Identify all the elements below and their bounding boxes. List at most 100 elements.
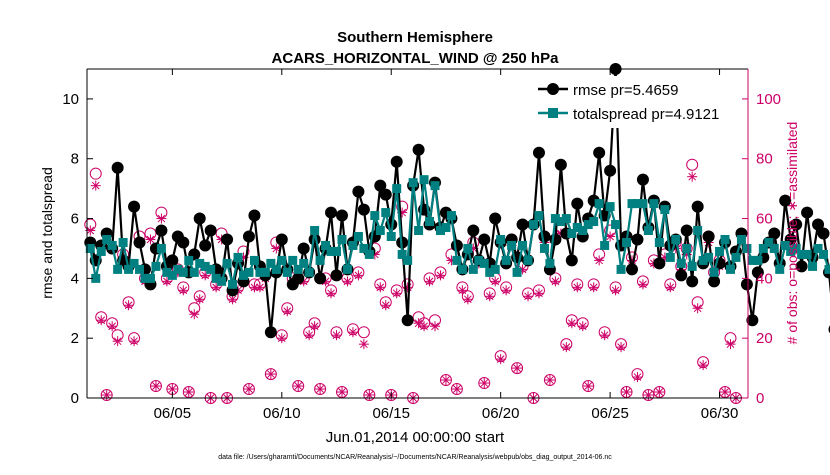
totalspread-marker	[381, 208, 390, 217]
rmse-marker	[380, 189, 392, 201]
assimilated-obs-marker	[567, 318, 577, 328]
totalspread-marker	[649, 199, 658, 208]
assimilated-obs-marker	[332, 330, 342, 340]
rmse-marker	[166, 254, 178, 266]
x-tick-label: 06/30	[701, 405, 739, 422]
rmse-marker	[692, 201, 704, 213]
assimilated-obs-marker	[720, 387, 730, 397]
totalspread-marker	[524, 256, 533, 265]
rmse-marker	[221, 233, 233, 245]
assimilated-obs-marker	[304, 330, 314, 340]
rmse-marker	[391, 156, 403, 168]
assimilated-obs-marker	[381, 300, 391, 310]
totalspread-marker	[737, 235, 746, 244]
totalspread-marker	[770, 244, 779, 253]
y-tick-label: 4	[71, 270, 79, 287]
totalspread-marker	[622, 238, 631, 247]
totalspread-marker	[710, 268, 719, 277]
assimilated-obs-marker	[392, 288, 402, 298]
assimilated-obs-marker	[353, 270, 363, 280]
totalspread-marker	[370, 211, 379, 220]
rmse-marker	[248, 210, 260, 222]
assimilated-obs-marker	[129, 336, 139, 346]
totalspread-marker	[666, 253, 675, 262]
assimilated-obs-marker	[244, 384, 254, 394]
totalspread-marker	[660, 205, 669, 214]
totalspread-marker	[704, 253, 713, 262]
assimilated-obs-marker	[643, 390, 653, 400]
y-tick-label: 6	[71, 211, 79, 228]
y2-tick-label: 0	[756, 390, 764, 407]
assimilated-obs-marker	[195, 294, 205, 304]
chart-title: Southern Hemisphere	[337, 29, 493, 46]
data-file-footnote: data file: /Users/gharamti/Documents/NCA…	[218, 454, 612, 461]
assimilated-obs-marker	[654, 387, 664, 397]
assimilated-obs-marker	[151, 381, 161, 391]
assimilated-obs-marker	[430, 321, 440, 331]
totalspread-marker	[310, 226, 319, 235]
assimilated-obs-marker	[490, 276, 500, 286]
assimilated-obs-marker	[102, 390, 112, 400]
assimilated-obs-marker	[348, 327, 358, 337]
totalspread-marker	[179, 268, 188, 277]
y-tick-label: 8	[71, 151, 79, 168]
totalspread-marker	[803, 250, 812, 259]
totalspread-marker	[693, 226, 702, 235]
y-tick-label: 2	[71, 330, 79, 347]
y-axis-label: rmse and totalspread	[39, 167, 55, 299]
totalspread-marker	[223, 259, 232, 268]
rmse-marker	[768, 228, 780, 240]
rmse-marker	[314, 272, 326, 284]
legend: rmse pr=5.4659 totalspread pr=4.9121	[528, 76, 742, 128]
totalspread-marker	[824, 265, 830, 274]
rmse-marker	[478, 233, 490, 245]
totalspread-marker	[715, 247, 724, 256]
assimilated-obs-marker	[293, 381, 303, 391]
totalspread-marker	[244, 268, 253, 277]
totalspread-marker	[409, 178, 418, 187]
totalspread-marker	[507, 241, 516, 250]
rmse-marker	[741, 278, 753, 290]
rmse-marker	[801, 207, 813, 219]
assimilated-obs-marker	[550, 276, 560, 286]
totalspread-marker	[819, 250, 828, 259]
rmse-marker	[708, 275, 720, 287]
rmse-marker	[128, 201, 140, 213]
totalspread-marker	[721, 235, 730, 244]
totalspread-marker	[135, 265, 144, 274]
assimilated-obs-marker	[479, 378, 489, 388]
assimilated-obs-marker	[124, 300, 134, 310]
totalspread-marker	[337, 235, 346, 244]
assimilated-obs-marker	[523, 291, 533, 301]
rmse-marker	[549, 233, 561, 245]
totalspread-marker	[502, 256, 511, 265]
totalspread-marker	[671, 235, 680, 244]
rmse-marker	[538, 230, 550, 242]
rmse-marker	[467, 225, 479, 237]
totalspread-marker	[217, 277, 226, 286]
totalspread-marker	[534, 211, 543, 220]
totalspread-marker	[299, 259, 308, 268]
rmse-marker	[331, 269, 343, 281]
assimilated-obs-marker	[485, 291, 495, 301]
totalspread-marker	[775, 265, 784, 274]
totalspread-marker	[206, 265, 215, 274]
totalspread-marker	[447, 211, 456, 220]
assimilated-obs-marker	[277, 333, 287, 343]
totalspread-marker	[119, 238, 128, 247]
totalspread-marker	[726, 265, 735, 274]
assimilated-obs-marker	[184, 387, 194, 397]
assimilated-obs-marker	[534, 288, 544, 298]
totalspread-marker	[392, 184, 401, 193]
totalspread-marker	[638, 199, 647, 208]
assimilated-obs-marker	[698, 360, 708, 370]
totalspread-marker	[277, 256, 286, 265]
rmse-marker	[358, 204, 370, 216]
assimilated-obs-marker	[342, 276, 352, 286]
totalspread-marker	[288, 256, 297, 265]
rmse-marker	[604, 165, 616, 177]
assimilated-obs-marker	[364, 390, 374, 400]
assimilated-obs-marker	[632, 372, 642, 382]
totalspread-marker	[250, 256, 259, 265]
x-tick-label: 06/25	[591, 405, 629, 422]
